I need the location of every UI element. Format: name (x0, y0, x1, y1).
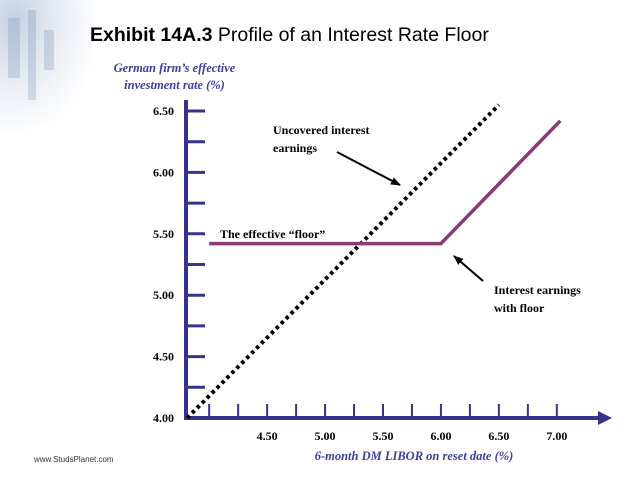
with-floor-label-line1: Interest earnings (494, 283, 581, 297)
uncovered-earnings-label-line2: earnings (273, 141, 317, 155)
corner-decoration (0, 0, 95, 130)
y-tick-label: 5.00 (153, 288, 174, 302)
source-watermark: www.StudsPlanet.com (34, 455, 114, 464)
uncovered-earnings-label-line1: Uncovered interest (273, 123, 370, 137)
with-floor-label-line2: with floor (494, 301, 545, 315)
floor-earnings-line (209, 119, 562, 246)
uncovered-earnings-arrow (336, 151, 401, 186)
y-tick-label: 5.50 (153, 227, 174, 241)
y-axis-label-line1: German firm’s effective (113, 61, 236, 75)
y-tick-label: 4.50 (153, 350, 174, 364)
x-tick-label: 5.00 (315, 429, 336, 443)
x-axis-arrowhead (598, 411, 612, 425)
uncovered-earnings-line (185, 103, 501, 420)
y-tick-label: 4.00 (153, 411, 174, 425)
with-floor-arrow (453, 255, 484, 282)
x-tick-label: 6.00 (430, 429, 451, 443)
exhibit-number: Exhibit 14A.3 (90, 24, 213, 46)
x-tick-label: 5.50 (373, 429, 394, 443)
effective-floor-label: The effective “floor” (220, 227, 325, 241)
x-tick-label: 7.00 (546, 429, 567, 443)
y-tick-label: 6.00 (153, 165, 174, 179)
y-tick-label: 6.50 (153, 104, 174, 118)
y-axis-label: German firm’s effective investment rate … (82, 60, 267, 94)
x-axis-label: 6-month DM LIBOR on reset date (%) (314, 449, 514, 463)
x-tick-label: 6.50 (488, 429, 509, 443)
x-tick-label: 4.50 (257, 429, 278, 443)
exhibit-title: Profile of an Interest Rate Floor (217, 24, 489, 46)
chart-title: Exhibit 14A.3 Profile of an Interest Rat… (90, 24, 489, 47)
y-axis-label-line2: investment rate (%) (124, 78, 225, 92)
